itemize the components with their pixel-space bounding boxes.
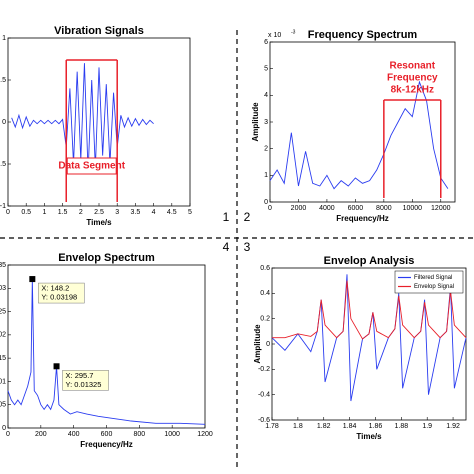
x-tick-label: 400 <box>68 431 80 438</box>
panel-label: 3 <box>244 240 251 254</box>
y-tick-label: 0 <box>2 425 6 432</box>
y-axis-label: Amplitude <box>253 324 262 364</box>
data-line <box>7 279 206 425</box>
x-tick-label: 600 <box>101 431 113 438</box>
y-tick-label: 0 <box>264 199 268 206</box>
legend <box>394 270 464 294</box>
x-tick-label: 10000 <box>403 205 423 212</box>
x-tick-label: 1.78 <box>265 423 279 430</box>
x-tick-label: 0.5 <box>21 209 31 216</box>
datatip-label: Y: 0.01325 <box>66 380 102 389</box>
chart-title: Envelop Spectrum <box>58 252 155 264</box>
x-tick-label: 12000 <box>431 205 451 212</box>
data-line <box>272 280 467 340</box>
annotation-box <box>66 157 117 175</box>
x-tick-label: 2000 <box>291 205 307 212</box>
x-tick-label: 2 <box>79 209 83 216</box>
x-tick-label: 0 <box>6 431 10 438</box>
x-tick-label: 1.88 <box>395 423 409 430</box>
y-tick-label: 3 <box>264 119 268 126</box>
y-tick-label: 0.02 <box>0 332 6 339</box>
x-tick-label: 1.86 <box>369 423 383 430</box>
datatip-marker <box>29 276 36 283</box>
y-tick-label: 6 <box>264 39 268 46</box>
y-axis-label: Amplitude <box>251 102 260 142</box>
datatip-label: X: 148.2 <box>41 284 69 293</box>
y-multiplier: x 10 <box>268 32 281 39</box>
y-tick-label: -1 <box>0 203 6 210</box>
x-tick-label: 4000 <box>319 205 335 212</box>
y-tick-label: 0.025 <box>0 308 6 315</box>
x-tick-label: 0 <box>6 209 10 216</box>
x-tick-label: 1.9 <box>422 423 432 430</box>
y-tick-label: 0.5 <box>0 77 6 84</box>
panel-label: 4 <box>223 240 230 254</box>
y-tick-label: -0.5 <box>0 161 6 168</box>
x-tick-label: 3.5 <box>131 209 141 216</box>
x-tick-label: 2.5 <box>94 209 104 216</box>
plot-area <box>7 264 206 429</box>
y-tick-label: 0.035 <box>0 262 6 269</box>
x-tick-label: 0 <box>268 205 272 212</box>
x-tick-label: 4.5 <box>167 209 177 216</box>
chart-title: Envelop Analysis <box>324 255 415 267</box>
chart-title: Vibration Signals <box>54 25 144 37</box>
x-tick-label: 6000 <box>348 205 364 212</box>
y-multiplier-exp: -3 <box>291 29 296 35</box>
y-tick-label: 0 <box>2 119 6 126</box>
x-tick-label: 1.82 <box>317 423 331 430</box>
x-tick-label: 1000 <box>164 431 180 438</box>
y-tick-label: -0.6 <box>258 417 270 424</box>
x-tick-label: 1.5 <box>58 209 68 216</box>
y-tick-label: -0.2 <box>258 366 270 373</box>
y-tick-label: 0.01 <box>0 378 6 385</box>
x-axis-label: Time/s <box>86 218 112 227</box>
x-tick-label: 1 <box>42 209 46 216</box>
datatip-marker <box>53 363 60 370</box>
y-tick-label: 0.005 <box>0 402 6 409</box>
annotation: Frequency <box>387 73 438 84</box>
datatip-box <box>38 282 85 304</box>
x-tick-label: 4 <box>152 209 156 216</box>
y-tick-label: 1 <box>264 172 268 179</box>
y-tick-label: 4 <box>264 92 268 99</box>
x-axis-label: Frequency/Hz <box>336 214 388 223</box>
x-tick-label: 5 <box>188 209 192 216</box>
x-tick-label: 1.8 <box>293 423 303 430</box>
annotation: Resonant <box>390 61 436 72</box>
panel-label: 1 <box>223 210 230 224</box>
x-tick-label: 1.92 <box>446 423 460 430</box>
chart-title: Frequency Spectrum <box>308 29 418 41</box>
y-tick-label: 0.2 <box>260 316 270 323</box>
y-tick-label: 0.4 <box>260 290 270 297</box>
x-tick-label: 1200 <box>197 431 213 438</box>
y-tick-label: 1 <box>2 35 6 42</box>
plot-area <box>271 267 467 421</box>
y-tick-label: 5 <box>264 66 268 73</box>
legend-label: Filtered Signal <box>414 275 452 281</box>
annotation: 8k-12kHz <box>391 85 434 96</box>
y-tick-label: 0.015 <box>0 355 6 362</box>
x-tick-label: 1.84 <box>343 423 357 430</box>
datatip-label: Y: 0.03198 <box>41 293 77 302</box>
x-tick-label: 800 <box>133 431 145 438</box>
x-tick-label: 200 <box>35 431 47 438</box>
data-line <box>11 63 154 173</box>
x-axis-label: Time/s <box>356 432 382 441</box>
legend-label: Envelop Signal <box>414 284 454 290</box>
datatip-box <box>62 370 109 391</box>
datatip-label: X: 295.7 <box>66 371 94 380</box>
y-tick-label: 0.6 <box>260 265 270 272</box>
annotation: Data Segment <box>58 161 125 172</box>
x-tick-label: 8000 <box>376 205 392 212</box>
data-line <box>269 80 449 190</box>
y-tick-label: 2 <box>264 146 268 153</box>
y-tick-label: 0.03 <box>0 285 6 292</box>
x-tick-label: 3 <box>115 209 119 216</box>
x-axis-label: Frequency/Hz <box>80 440 132 449</box>
y-tick-label: 0 <box>266 341 270 348</box>
y-tick-label: -0.4 <box>258 392 270 399</box>
panel-label: 2 <box>244 210 251 224</box>
